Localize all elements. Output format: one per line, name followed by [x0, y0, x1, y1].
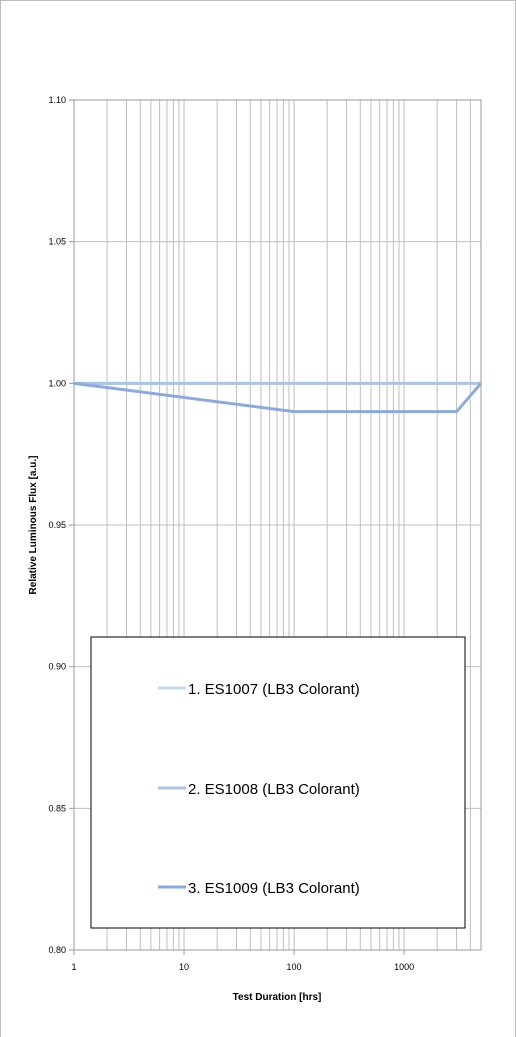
legend-label-2: 2. ES1008 (LB3 Colorant) [188, 781, 360, 798]
x-axis-ticks: 1 10 100 1000 [71, 950, 414, 972]
y-tick-label: 1.00 [48, 378, 66, 388]
y-tick-label: 1.10 [48, 95, 66, 105]
legend: 1. ES1007 (LB3 Colorant) 2. ES1008 (LB3 C… [90, 636, 466, 929]
y-axis-label: Relative Luminous Flux [a.u.] [28, 456, 39, 595]
y-tick-label: 1.05 [48, 237, 66, 247]
legend-label-1: 1. ES1007 (LB3 Colorant) [188, 681, 360, 698]
x-tick-label: 100 [287, 962, 302, 972]
y-tick-label: 0.85 [48, 803, 66, 813]
x-tick-label: 10 [179, 962, 189, 972]
series-line-3 [73, 381, 483, 414]
legend-label-3: 3. ES1009 (LB3 Colorant) [188, 880, 360, 897]
x-tick-label: 1 [71, 962, 76, 972]
series-lines [73, 381, 483, 414]
y-axis-ticks: 0.80 0.85 0.90 0.95 1.00 1.05 1.10 [48, 95, 74, 955]
x-axis-label: Test Duration [hrs] [233, 992, 322, 1003]
legend-box [90, 636, 466, 929]
y-tick-label: 0.95 [48, 520, 66, 530]
y-tick-label: 0.80 [48, 945, 66, 955]
y-tick-label: 0.90 [48, 662, 66, 672]
x-tick-label: 1000 [394, 962, 414, 972]
